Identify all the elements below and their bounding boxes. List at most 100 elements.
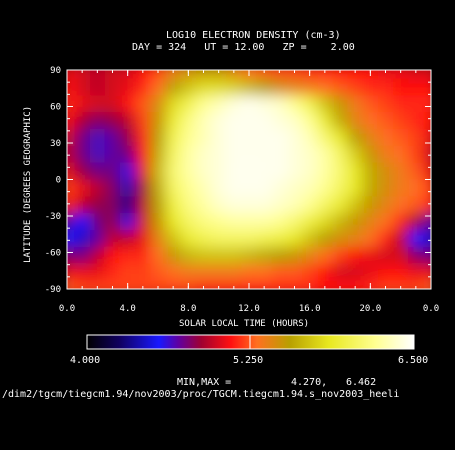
heatmap-cell	[211, 230, 228, 248]
heatmap-cell	[377, 78, 394, 96]
heatmap-cell	[67, 112, 76, 130]
heatmap-cell	[347, 70, 364, 80]
heatmap-cell	[104, 112, 121, 130]
heatmap-cell	[362, 129, 379, 147]
heatmap-cell	[408, 230, 425, 248]
heatmap-cell	[89, 213, 106, 231]
heatmap-cells	[67, 70, 431, 289]
heatmap-cell	[104, 280, 121, 289]
heatmap-cell	[256, 263, 273, 282]
heatmap-cell	[74, 145, 91, 164]
heatmap-cell	[332, 145, 349, 164]
heatmap-cell	[286, 263, 303, 282]
heatmap-cell	[271, 95, 288, 113]
file-path: /dim2/tgcm/tiegcm1.94/nov2003/proc/TGCM.…	[2, 389, 400, 400]
heatmap-cell	[67, 263, 76, 282]
heatmap-cell	[302, 213, 319, 231]
heatmap-cell	[89, 263, 106, 282]
heatmap-cell	[226, 213, 243, 231]
chart-title: LOG10 ELECTRON DENSITY (cm-3)	[166, 30, 341, 41]
x-tick-label: 20.0	[359, 304, 381, 314]
heatmap-cell	[150, 162, 167, 181]
heatmap-cell	[286, 78, 303, 96]
heatmap-cell	[135, 280, 152, 289]
y-tick-label: -60	[45, 249, 61, 259]
heatmap-cell	[286, 196, 303, 214]
heatmap-cell	[317, 230, 334, 248]
heatmap-cell	[195, 129, 212, 147]
heatmap-cell	[120, 78, 137, 96]
heatmap-cell	[241, 179, 258, 198]
heatmap-cell	[286, 162, 303, 181]
heatmap-cell	[226, 196, 243, 214]
heatmap-cell	[241, 213, 258, 231]
heatmap-cell	[256, 162, 273, 181]
heatmap-cell	[271, 129, 288, 147]
heatmap-cell	[393, 213, 410, 231]
heatmap-cell	[302, 145, 319, 164]
heatmap-cell	[120, 129, 137, 147]
heatmap-cell	[120, 263, 137, 282]
heatmap-cell	[332, 129, 349, 147]
heatmap-cell	[180, 112, 197, 130]
heatmap-cell	[226, 230, 243, 248]
heatmap-cell	[423, 179, 431, 198]
heatmap-cell	[226, 70, 243, 80]
heatmap-cell	[408, 95, 425, 113]
heatmap-cell	[256, 246, 273, 265]
heatmap-cell	[302, 196, 319, 214]
heatmap-cell	[150, 263, 167, 282]
heatmap-cell	[226, 145, 243, 164]
heatmap-cell	[377, 213, 394, 231]
heatmap-cell	[423, 129, 431, 147]
heatmap-cell	[423, 263, 431, 282]
y-tick-label: 60	[50, 103, 61, 113]
heatmap-cell	[362, 112, 379, 130]
heatmap-cell	[180, 263, 197, 282]
heatmap-cell	[195, 213, 212, 231]
y-tick-label: 0	[56, 176, 61, 186]
heatmap-cell	[74, 78, 91, 96]
heatmap-cell	[211, 145, 228, 164]
heatmap-cell	[347, 213, 364, 231]
heatmap-cell	[271, 70, 288, 80]
x-tick-label: 4.0	[120, 304, 136, 314]
heatmap-cell	[408, 213, 425, 231]
heatmap-cell	[286, 246, 303, 265]
heatmap-cell	[211, 213, 228, 231]
heatmap-cell	[120, 179, 137, 198]
x-tick-label: 16.0	[299, 304, 321, 314]
heatmap-cell	[135, 145, 152, 164]
heatmap-cell	[332, 78, 349, 96]
heatmap-cell	[150, 129, 167, 147]
heatmap-cell	[302, 246, 319, 265]
heatmap-cell	[423, 112, 431, 130]
heatmap-cell	[150, 95, 167, 113]
heatmap-cell	[377, 263, 394, 282]
heatmap-cell	[67, 95, 76, 113]
heatmap-cell	[67, 162, 76, 181]
x-axis-label: SOLAR LOCAL TIME (HOURS)	[179, 319, 309, 329]
heatmap-cell	[362, 213, 379, 231]
heatmap-cell	[120, 246, 137, 265]
heatmap-cell	[241, 145, 258, 164]
y-axis-label: LATITUDE (DEGREES GEOGRAPHIC)	[23, 106, 33, 263]
heatmap-cell	[347, 145, 364, 164]
heatmap-cell	[256, 70, 273, 80]
heatmap-cell	[423, 230, 431, 248]
heatmap-cell	[120, 95, 137, 113]
heatmap-cell	[271, 112, 288, 130]
heatmap-cell	[362, 196, 379, 214]
heatmap-cell	[135, 70, 152, 80]
heatmap-cell	[317, 162, 334, 181]
heatmap-cell	[241, 78, 258, 96]
heatmap-cell	[241, 230, 258, 248]
heatmap-cell	[423, 70, 431, 80]
heatmap-cell	[180, 230, 197, 248]
heatmap-cell	[332, 112, 349, 130]
heatmap-cell	[67, 230, 76, 248]
heatmap-cell	[104, 162, 121, 181]
heatmap-cell	[362, 230, 379, 248]
heatmap-cell	[393, 95, 410, 113]
heatmap-cell	[317, 263, 334, 282]
